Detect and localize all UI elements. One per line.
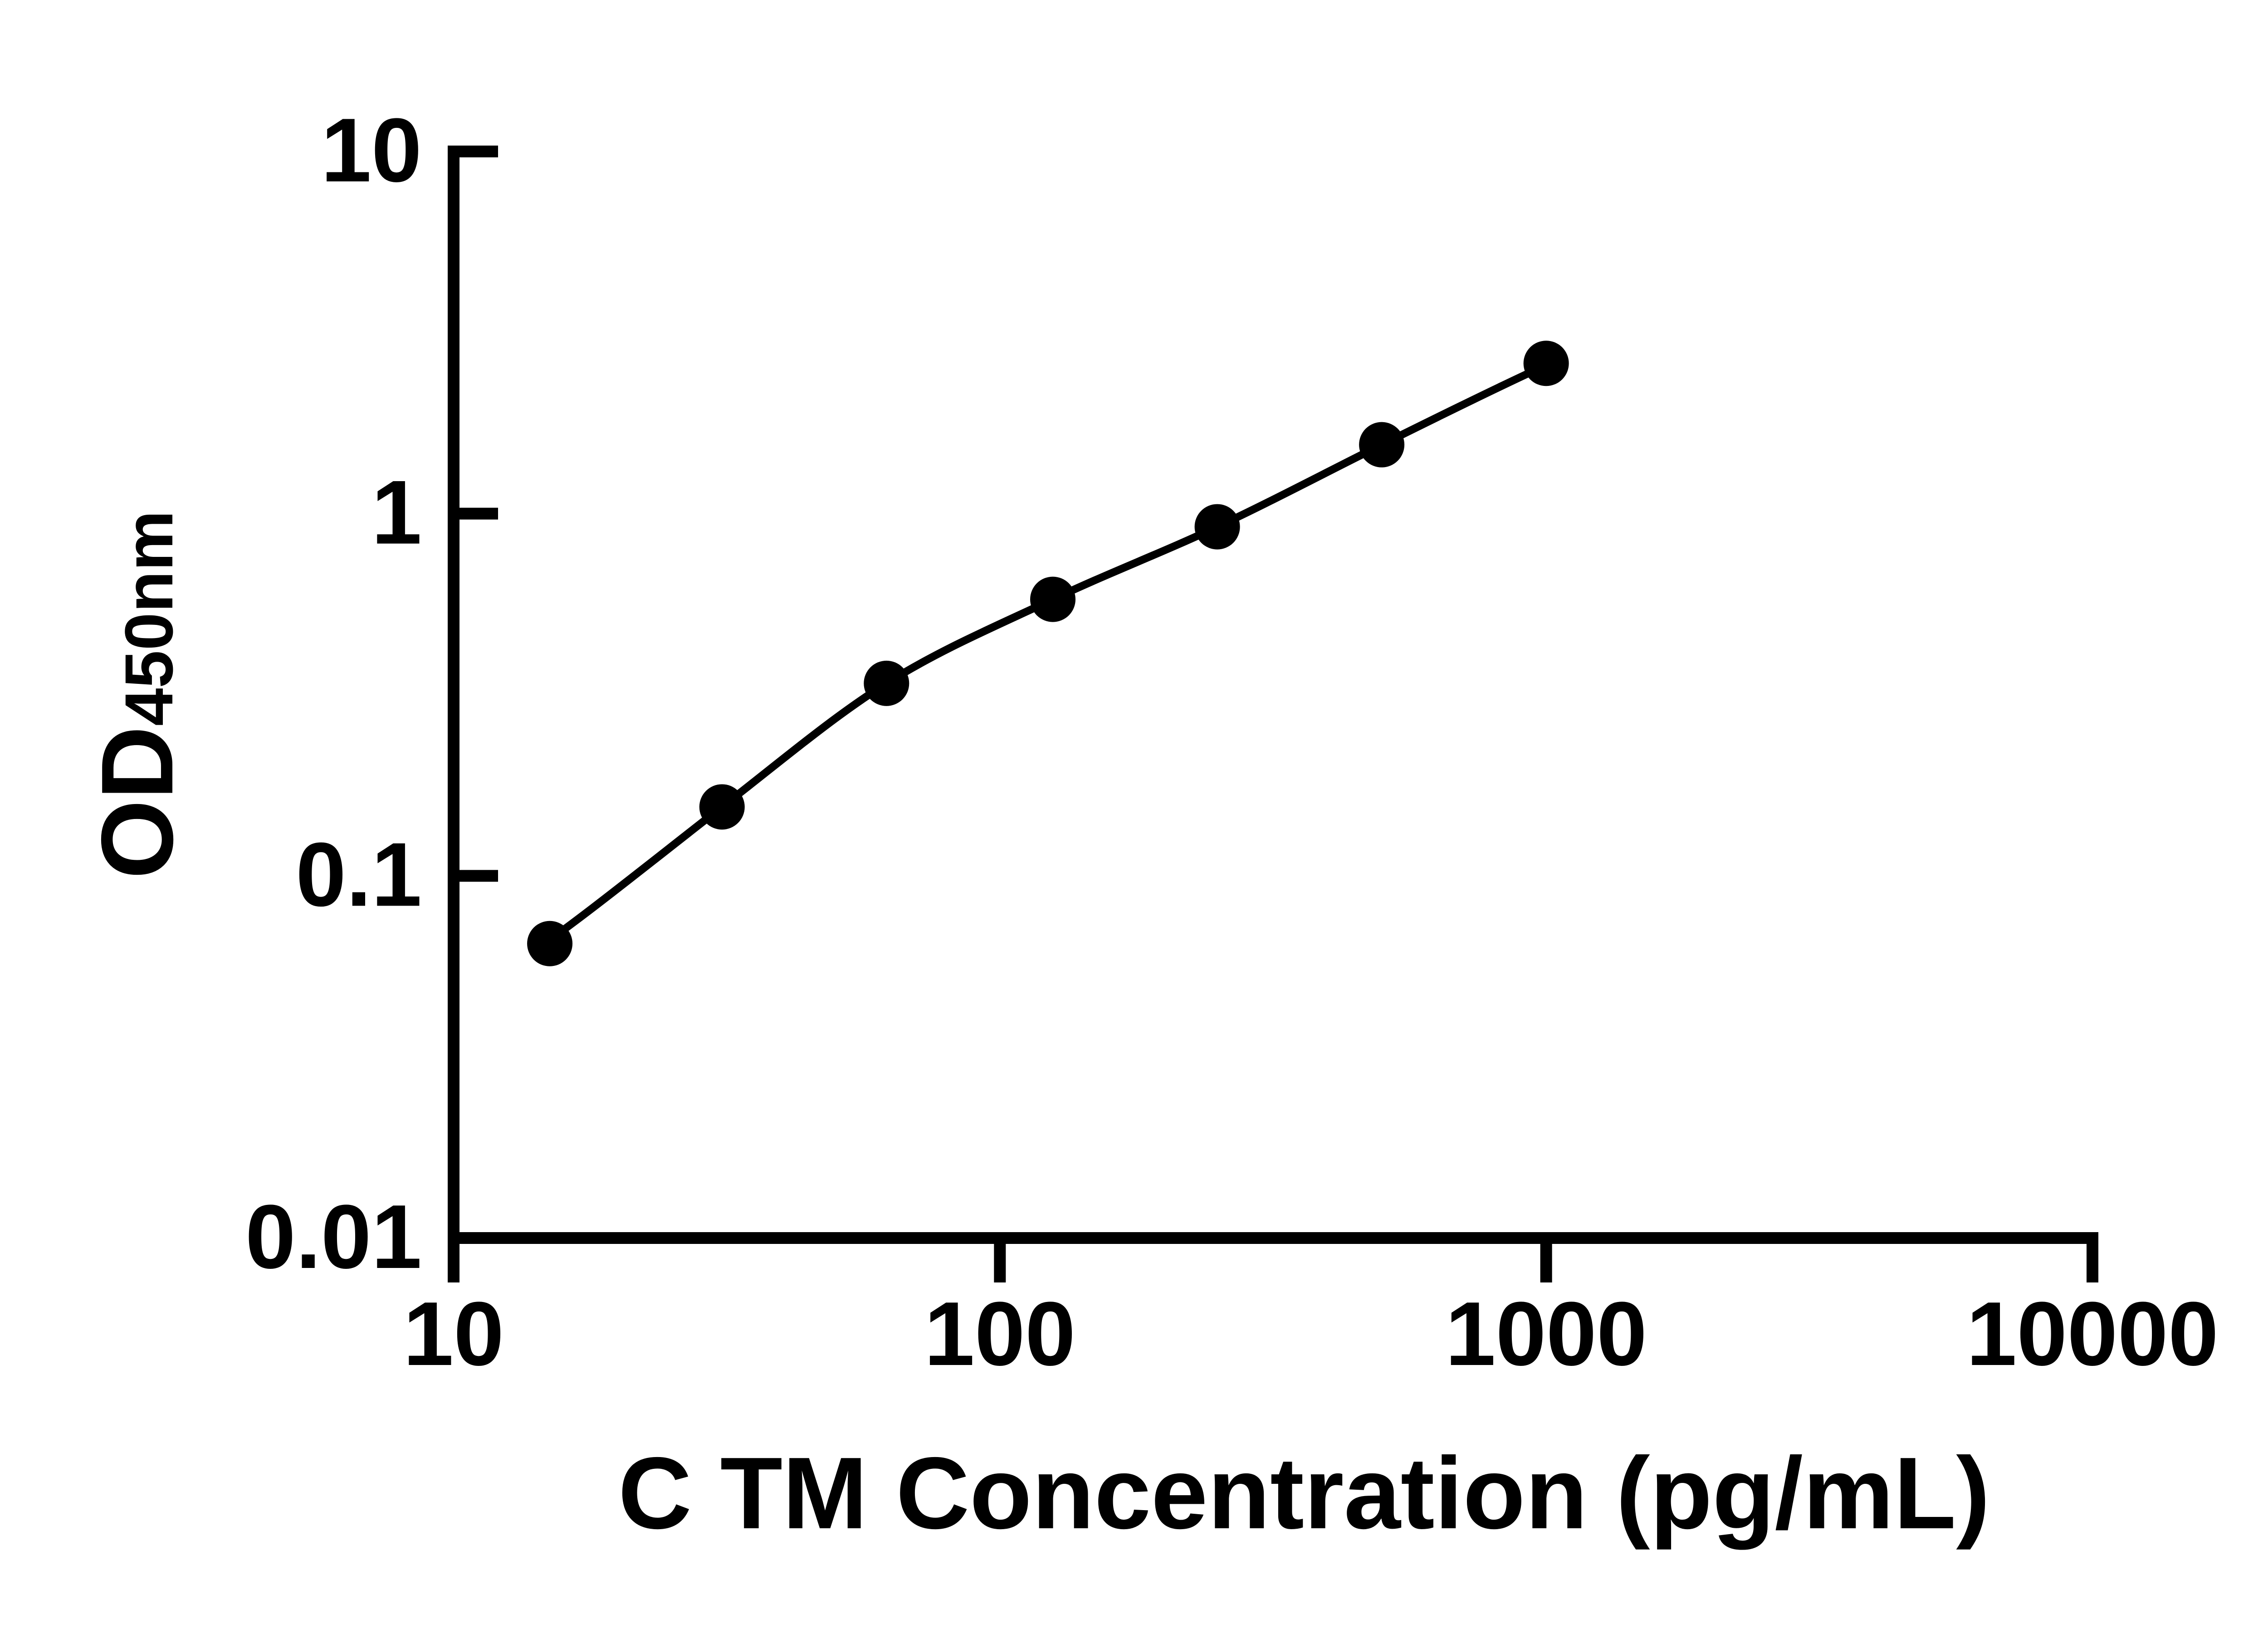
svg-text:10: 10 (321, 100, 422, 201)
svg-text:0.1: 0.1 (296, 824, 422, 925)
svg-text:10: 10 (403, 1283, 504, 1384)
svg-text:C TM Concentration (pg/mL): C TM Concentration (pg/mL) (618, 1436, 1990, 1550)
svg-text:0.01: 0.01 (245, 1186, 422, 1287)
svg-text:10000: 10000 (1966, 1283, 2219, 1384)
svg-text:1: 1 (371, 462, 422, 563)
svg-text:100: 100 (924, 1283, 1075, 1384)
svg-text:1000: 1000 (1445, 1283, 1647, 1384)
